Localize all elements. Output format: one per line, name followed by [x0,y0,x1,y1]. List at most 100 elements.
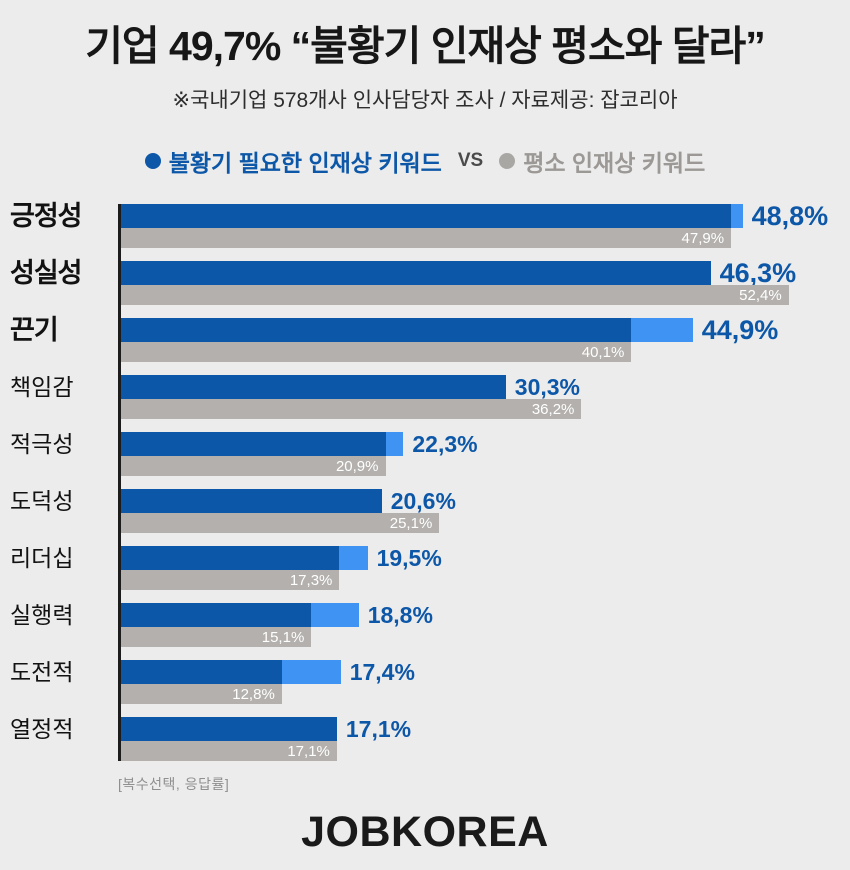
recession-bar [118,660,282,685]
usual-value-label: 52,4% [739,286,782,304]
recession-bar [118,318,632,343]
recession-bar [118,375,506,400]
recession-value-label: 44,9% [701,314,779,345]
usual-bar: 17,1% [118,741,337,762]
chart-row: 책임감 30,3% 36,2% [10,373,850,420]
recession-bar-line: 17,4% [118,658,850,685]
page-title: 기업 49,7% “불황기 인재상 평소와 달라” [85,23,766,69]
legend: 불황기 필요한 인재상 키워드 VS 평소 인재상 키워드 [0,144,850,178]
recession-bar-line: 20,6% [118,487,850,514]
usual-bar: 40,1% [118,342,632,363]
category-label: 성실성 [10,258,83,289]
jobkorea-logo: JOBKOREA [301,808,549,857]
recession-bar-excess [631,318,693,343]
usual-value-label: 40,1% [581,343,625,361]
usual-bar: 36,2% [118,399,582,420]
recession-value-label: 20,6% [390,487,456,514]
category-label: 열정적 [10,716,74,743]
recession-bar-excess [311,603,359,628]
category-label: 실행력 [10,602,74,629]
usual-value-label: 15,1% [261,628,305,646]
chart-row: 리더십 19,5% 17,3% [10,544,850,591]
category-label: 도전적 [10,659,74,686]
chart-row: 성실성 46,3% 52,4% [10,258,850,306]
bar-group: 18,8% 15,1% [118,601,850,648]
bar-group: 46,3% 52,4% [118,258,850,306]
usual-bar-line: 17,1% [118,741,850,762]
usual-series-dot-icon [499,153,516,170]
recession-bar-excess [339,546,368,571]
recession-bar-line: 22,3% [118,430,850,457]
usual-bar-line: 20,9% [118,456,850,477]
recession-bar-excess [731,204,743,229]
usual-value-label: 20,9% [335,457,379,475]
bar-chart: 긍정성 48,8% 47,9% 성실성 46,3% 52,4% 끈기 44,9% 40,1% 책임… [0,201,850,794]
chart-row: 끈기 44,9% 40,1% [10,315,850,363]
bar-group: 17,1% 17,1% [118,715,850,762]
vs-label: VS [457,150,484,172]
recession-bar-excess [281,660,341,685]
usual-bar: 47,9% [118,228,732,249]
recession-bar [118,204,732,229]
recession-value-label: 30,3% [514,373,581,400]
usual-value-label: 25,1% [389,514,433,532]
usual-bar-line: 15,1% [118,627,850,648]
recession-bar-line: 48,8% [118,201,850,231]
recession-series-dot-icon [144,153,161,170]
usual-bar-line: 17,3% [118,570,850,591]
recession-bar-line: 17,1% [118,715,850,742]
chart-row: 긍정성 48,8% 47,9% [10,201,850,249]
recession-value-label: 19,5% [376,544,442,571]
chart-row: 실행력 18,8% 15,1% [10,601,850,648]
category-label: 끈기 [10,315,59,346]
usual-bar-line: 12,8% [118,684,850,705]
recession-bar-line: 46,3% [118,258,850,288]
recession-bar-excess [385,432,404,457]
usual-bar-line: 25,1% [118,513,850,534]
bar-group: 22,3% 20,9% [118,430,850,477]
usual-value-label: 17,3% [289,571,333,589]
recession-series-label: 불황기 필요한 인재상 키워드 [168,150,442,177]
usual-bar: 25,1% [118,513,440,534]
category-label: 리더십 [10,545,74,572]
bar-group: 20,6% 25,1% [118,487,850,534]
recession-bar-line: 30,3% [118,373,850,400]
recession-value-label: 17,4% [349,658,415,685]
bar-group: 30,3% 36,2% [118,373,850,420]
chart-note: [복수선택, 응답률] [118,776,230,793]
recession-bar [118,546,340,571]
category-label: 도덕성 [10,488,74,515]
chart-rows: 긍정성 48,8% 47,9% 성실성 46,3% 52,4% 끈기 44,9% 40,1% 책임… [10,201,850,762]
axis-line [118,204,121,762]
chart-row: 열정적 17,1% 17,1% [10,715,850,762]
recession-bar-line: 18,8% [118,601,850,628]
usual-series-label: 평소 인재상 키워드 [523,150,706,177]
recession-bar [118,432,386,457]
usual-value-label: 47,9% [681,229,725,247]
usual-value-label: 36,2% [531,400,575,418]
bar-group: 44,9% 40,1% [118,315,850,363]
usual-bar: 17,3% [118,570,340,591]
survey-subtitle: ※국내기업 578개사 인사담당자 조사 / 자료제공: 잡코리아 [172,89,678,113]
chart-row: 도덕성 20,6% 25,1% [10,487,850,534]
chart-row: 적극성 22,3% 20,9% [10,430,850,477]
recession-bar [118,603,312,628]
usual-bar-line: 52,4% [118,285,850,306]
recession-value-label: 17,1% [345,715,412,742]
category-label: 적극성 [10,431,74,458]
recession-value-label: 48,8% [751,200,829,231]
bar-group: 48,8% 47,9% [118,201,850,249]
usual-bar-line: 40,1% [118,342,850,363]
recession-value-label: 22,3% [412,430,478,457]
usual-bar: 12,8% [118,684,282,705]
recession-value-label: 18,8% [367,601,433,628]
category-label: 긍정성 [10,201,83,232]
usual-value-label: 12,8% [232,685,275,703]
recession-value-label: 46,3% [719,257,797,288]
category-label: 책임감 [10,374,74,401]
bar-group: 17,4% 12,8% [118,658,850,705]
bar-group: 19,5% 17,3% [118,544,850,591]
recession-bar-line: 44,9% [118,315,850,345]
usual-bar: 15,1% [118,627,312,648]
